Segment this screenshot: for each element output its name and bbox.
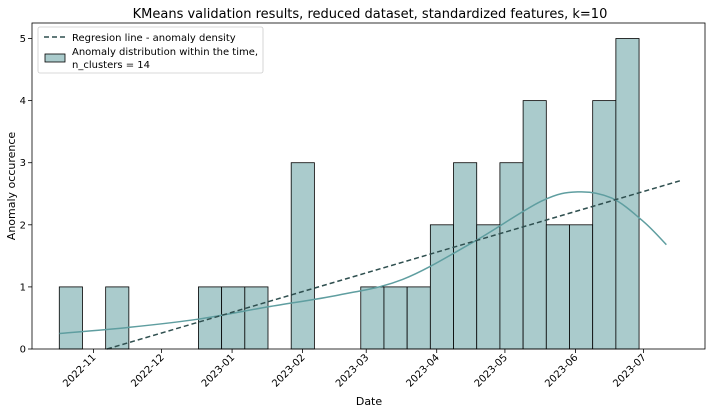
legend-box <box>37 26 264 74</box>
chart-lines <box>59 179 683 350</box>
histogram-bars <box>58 38 640 350</box>
x-tick-label: 2022-11 <box>61 352 98 389</box>
histogram-bar <box>545 224 570 350</box>
y-tick-label: 3 <box>20 158 26 169</box>
x-tick-label: 2023-02 <box>270 352 307 389</box>
histogram-bar <box>360 286 385 350</box>
kde-curve <box>59 191 667 335</box>
x-tick-label: 2023-03 <box>334 352 371 389</box>
regression-line <box>106 179 683 350</box>
histogram-bar <box>221 286 246 350</box>
x-axis-label: Date <box>356 395 383 408</box>
histogram-bar <box>383 286 408 350</box>
x-tick-label: 2023-05 <box>473 352 510 389</box>
x-axis: 2022-11 2022-12 2023-01 2023-02 2023-03 2023-… <box>61 349 649 390</box>
y-tick-label: 5 <box>20 34 26 45</box>
legend-histogram-label: Anomaly distribution within the time, n_c… <box>72 47 258 71</box>
histogram-bar <box>244 286 269 350</box>
y-tick-label: 1 <box>20 282 26 293</box>
x-tick-label: 2023-04 <box>404 352 441 389</box>
histogram-bar <box>569 224 594 350</box>
histogram-bar <box>290 162 315 350</box>
legend-regression-label: Regresion line - anomaly density <box>72 33 236 44</box>
histogram-bar <box>406 286 431 350</box>
histogram-bar <box>592 100 617 350</box>
histogram-bar <box>105 286 130 350</box>
x-tick-label: 2022-12 <box>129 352 166 389</box>
y-axis-label: Anomaly occurence <box>5 132 18 241</box>
histogram-bar <box>615 38 640 350</box>
chart-title: KMeans validation results, reduced datas… <box>133 7 608 22</box>
histogram-bar <box>522 100 547 350</box>
y-axis: 0 1 2 3 4 5 <box>20 34 32 356</box>
x-tick-label: 2023-07 <box>611 352 648 389</box>
histogram-bar <box>476 224 501 350</box>
histogram-bar <box>453 162 478 350</box>
histogram-bar <box>499 162 524 350</box>
legend-histogram-swatch <box>44 53 66 63</box>
plot-frame <box>31 22 706 350</box>
histogram-bar <box>429 224 454 350</box>
y-tick-label: 0 <box>20 345 26 356</box>
y-tick-label: 4 <box>20 96 26 107</box>
legend: Regresion line - anomaly density Anomaly… <box>37 26 264 74</box>
histogram-bar <box>58 286 83 350</box>
y-tick-label: 2 <box>20 220 26 231</box>
x-tick-label: 2023-01 <box>200 352 237 389</box>
x-tick-label: 2023-06 <box>543 352 580 389</box>
